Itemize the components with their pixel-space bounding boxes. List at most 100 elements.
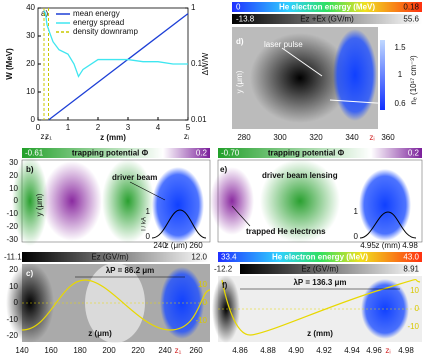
tick-label: 0.6 [394, 99, 406, 108]
y-tick-label: 20 [9, 171, 18, 180]
colorbar-max: 55.6 [403, 15, 419, 24]
colorbar [218, 148, 422, 158]
x-tick-label: 140 [15, 346, 29, 355]
series-line [48, 13, 189, 121]
inset-tick: 240 [153, 241, 167, 250]
inset-tick: 260 [189, 241, 203, 250]
y-tick-label: 10 [26, 87, 35, 96]
lineout [21, 279, 211, 331]
right-tick-label: 10 [198, 280, 207, 289]
panel-label: b) [26, 165, 34, 174]
colorbar-min: -0.70 [221, 149, 240, 158]
panel-f: 33.4 He electron energy (MeV) 43.0 -12.2… [212, 252, 422, 355]
y-label: y (μm) [35, 193, 44, 216]
panel-label: c) [26, 269, 33, 278]
right-tick-label: -10 [407, 322, 419, 331]
panel-e: -0.70 trapping potential Φ 0.2 e) driver… [210, 148, 423, 250]
y-label: y (μm) [235, 70, 244, 93]
colorbar [22, 148, 210, 158]
colorbar-max: 12.0 [191, 253, 207, 262]
y-tick-label: -20 [6, 222, 18, 231]
x-tick-label: 200 [102, 346, 116, 355]
colorbar-min: 33.4 [221, 253, 237, 262]
panel-label: e) [220, 165, 227, 174]
inset-tick: 1 [354, 207, 359, 216]
x-tick-label: 1 [66, 123, 71, 132]
density-colorbar [380, 40, 385, 110]
density-label: nₑ (10¹⁷ cm⁻³) [409, 55, 418, 105]
colorbar [218, 252, 422, 262]
y-tick-label: -10 [6, 209, 18, 218]
legend-label: energy spread [73, 18, 124, 27]
y-tick-label: 20 [26, 59, 35, 68]
annotation: λP = 136.3 μm [293, 278, 346, 287]
colorbar-max: 0.2 [408, 149, 420, 158]
potential-shape [260, 159, 340, 243]
x-marker: zᵢ [385, 346, 390, 355]
y-tick-label: 10 [9, 184, 18, 193]
colorbar-label: Ez +Ex (GV/m) [300, 15, 354, 24]
x-tick-label: 2 [96, 123, 101, 132]
colorbar-min: -13.8 [236, 15, 255, 24]
x-label: z (mm) [307, 329, 333, 338]
x-marker: z₂ [40, 132, 47, 141]
y-label: W (MeV) [5, 48, 14, 80]
y-tick-label: -10 [6, 315, 18, 324]
colorbar-label: trapping potential Φ [268, 149, 345, 158]
x-tick-label: 4.88 [260, 346, 276, 355]
colorbar-min: 0 [236, 3, 241, 12]
x-tick-label: 260 [189, 346, 203, 355]
x-tick-label: 4.86 [232, 346, 248, 355]
x-tick-label: 340 [345, 133, 359, 142]
colorbar [232, 2, 422, 12]
x-tick-label: 5 [186, 123, 191, 132]
driver-beam [359, 169, 411, 241]
y-tick-label: 0 [31, 115, 36, 124]
x-tick-label: 360 [381, 133, 395, 142]
x-tick-label: 0 [36, 123, 41, 132]
x-tick-label: 4 [156, 123, 161, 132]
panel-d: 0 He electron energy (MeV) 0.18 -13.8 Ez… [232, 2, 422, 142]
legend-label: mean energy [73, 9, 120, 18]
inset-tick: 0 [146, 232, 151, 241]
y-tick-label: -30 [6, 235, 18, 244]
x-tick-label: 220 [131, 346, 145, 355]
colorbar-max: 0.2 [196, 149, 208, 158]
x-tick-label: 300 [273, 133, 287, 142]
colorbar-min: -0.61 [25, 149, 44, 158]
colorbar-label: trapping potential Φ [72, 149, 149, 158]
y2-tick-label: 0.1 [191, 59, 203, 68]
x-tick-label: 240 [158, 346, 172, 355]
colorbar-min: -11.1 [4, 253, 22, 262]
annotation: trapped He electrons [246, 227, 326, 236]
colorbar-max: 8.91 [403, 265, 419, 274]
x-tick-label: 4.90 [288, 346, 304, 355]
panel-label: a) [41, 9, 48, 18]
y-tick-label: 0 [14, 196, 19, 205]
annotation: driver beam lensing [262, 171, 338, 180]
y2-tick-label: 1 [191, 3, 196, 12]
current-profile [359, 211, 417, 239]
driver-beam [152, 167, 204, 243]
inset-tick: 1 [146, 207, 151, 216]
field-shape [250, 33, 350, 123]
potential-shape [210, 167, 254, 235]
panel-c: -11.1 Ez (GV/m) 12.0 c) λP = 86.2 μm z (… [4, 252, 211, 355]
right-tick-label: -10 [195, 316, 207, 325]
colorbar [232, 14, 422, 24]
x-marker: z₁ [45, 132, 52, 141]
x-tick-label: 320 [309, 133, 323, 142]
inset-tick: 4.95 [360, 241, 376, 250]
series-line [43, 10, 188, 78]
colorbar-min: -12.2 [214, 265, 233, 274]
right-tick-label: 0 [203, 298, 208, 307]
inset-label: z (μm) [165, 241, 188, 250]
y-tick-label: 30 [9, 158, 18, 167]
panel-b: -0.61 trapping potential Φ 0.2 driver be… [6, 148, 211, 250]
colorbar-max: 0.18 [403, 3, 419, 12]
colorbar-label: He electron energy (MeV) [272, 253, 368, 262]
annotation-line [129, 181, 166, 201]
colorbar-label: He electron energy (MeV) [279, 3, 375, 12]
x-tick-label: 4.94 [344, 346, 360, 355]
x-tick-label: 4.96 [366, 346, 382, 355]
